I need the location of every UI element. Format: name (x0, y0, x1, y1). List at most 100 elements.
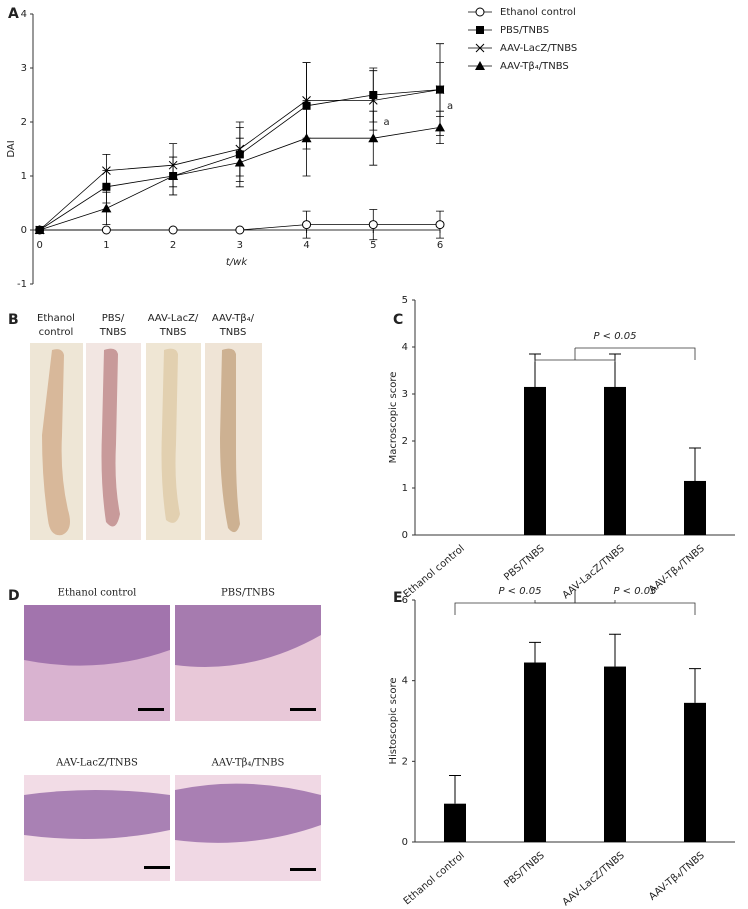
legend-label: AAV-LacZ/TNBS (500, 43, 577, 54)
tissue (24, 790, 170, 839)
marker (368, 133, 379, 143)
significance-bracket (534, 600, 616, 604)
y-axis-label: DAI (6, 140, 17, 157)
error-bar (609, 353, 621, 387)
y-tick-label: 4 (402, 676, 408, 687)
y-tick-label: -1 (17, 279, 27, 290)
colon (220, 348, 240, 533)
legend-label: Ethanol control (500, 7, 576, 18)
significance-label: P < 0.05 (593, 331, 636, 342)
legend-label: PBS/TNBS (500, 25, 549, 36)
x-tick-label: AAV-Tβ₄/TNBS (647, 850, 707, 903)
tissue (175, 605, 321, 667)
colon (161, 348, 180, 523)
bar (604, 666, 626, 842)
marker (435, 85, 445, 94)
y-tick-label: 1 (21, 171, 27, 182)
scale-bar (290, 708, 316, 711)
bar (524, 386, 546, 535)
x-tick-label: 2 (170, 240, 176, 251)
photo-label: TNBS (219, 327, 247, 338)
x-tick-label: Ethanol control (402, 850, 467, 907)
bar (684, 702, 706, 842)
x-tick-label: PBS/TNBS (502, 543, 547, 583)
photo-label: control (39, 327, 74, 338)
y-tick-label: 0 (402, 837, 408, 848)
photo-label: PBS/ (102, 313, 125, 324)
y-tick-label: 4 (21, 9, 27, 20)
photo-label: AAV-LacZ/ (148, 313, 199, 324)
photo-label: Ethanol (37, 313, 75, 324)
y-axis-label: Macroscopic score (388, 372, 399, 464)
error-bar (449, 774, 461, 804)
scale-bar (144, 866, 170, 869)
legend-marker (476, 26, 484, 34)
marker (235, 225, 245, 235)
panel-label: D (8, 588, 20, 604)
bar (444, 803, 466, 842)
marker (435, 220, 445, 230)
y-tick-label: 0 (402, 530, 408, 541)
error-bar (529, 353, 541, 387)
legend-marker (475, 43, 485, 53)
panel-label: E (393, 590, 403, 606)
photo-label: AAV-LacZ/TNBS (55, 758, 138, 769)
marker (168, 171, 179, 180)
series (34, 100, 445, 234)
x-tick-label: Ethanol control (402, 543, 467, 600)
x-tick-label: 1 (103, 240, 109, 251)
legend-label: AAV-Tβ₄/TNBS (500, 61, 569, 72)
y-tick-label: 2 (21, 117, 27, 128)
x-tick-label: PBS/TNBS (502, 850, 547, 890)
error-bar (689, 447, 701, 481)
error-bar (689, 668, 701, 703)
error-bar (609, 633, 621, 667)
bar (524, 662, 546, 842)
y-tick-label: 2 (402, 756, 408, 767)
marker (101, 225, 111, 235)
bar (684, 480, 706, 535)
annotation: a (384, 117, 390, 128)
y-tick-label: 3 (21, 63, 27, 74)
x-tick-label: 3 (237, 240, 243, 251)
y-tick-label: 1 (402, 483, 408, 494)
significance-label: P < 0.05 (613, 586, 656, 597)
y-tick-label: 2 (402, 436, 408, 447)
photo-label: AAV-Tβ₄/ (212, 313, 255, 324)
y-axis-label: Histoscopic score (388, 677, 399, 764)
bar (604, 386, 626, 535)
photo-label: AAV-Tβ₄/TNBS (211, 758, 285, 769)
colon-photos (30, 343, 262, 540)
legend-marker (475, 61, 485, 70)
y-tick-label: 5 (402, 295, 408, 306)
marker (301, 133, 312, 143)
legend-marker (475, 7, 485, 17)
x-axis-label: t/wk (226, 257, 248, 268)
series (35, 209, 445, 241)
marker (368, 96, 378, 105)
colon (42, 349, 70, 536)
x-tick-label: 4 (303, 240, 309, 251)
y-tick-label: 6 (402, 595, 408, 606)
significance-label: P < 0.05 (498, 586, 541, 597)
marker (234, 157, 245, 167)
photo-label: PBS/TNBS (221, 588, 275, 599)
marker (168, 225, 178, 235)
scale-bar (138, 708, 164, 711)
significance-bracket (574, 590, 696, 615)
histology-images (24, 605, 321, 881)
photo-label: TNBS (159, 327, 187, 338)
y-tick-label: 3 (402, 389, 408, 400)
panel-label: B (8, 312, 19, 328)
photo-label: Ethanol control (58, 588, 137, 599)
tissue (24, 605, 170, 666)
panel-label: A (8, 6, 19, 22)
marker (34, 225, 45, 234)
x-tick-label: 0 (36, 240, 42, 251)
panel-label: C (393, 312, 403, 328)
marker (101, 203, 112, 213)
marker (102, 166, 111, 175)
tissue (175, 783, 321, 843)
error-bar (529, 641, 541, 663)
photo-label: TNBS (99, 327, 127, 338)
